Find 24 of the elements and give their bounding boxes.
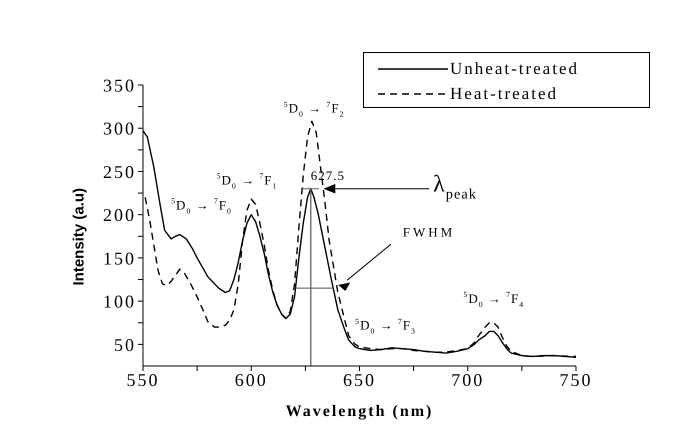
y-axis-title: Intensity (a.u) [70, 188, 88, 286]
y-tick-label: 50 [114, 334, 136, 355]
y-tick-label: 250 [103, 162, 136, 182]
annotation: $^{5}$D$_{0}$ → $^{7}$F$_{0}$ [171, 196, 232, 216]
y-tick-label: 100 [103, 292, 136, 312]
y-tick-label: 300 [103, 118, 136, 139]
annotation: λ$_{peak}$ [433, 171, 477, 203]
annotation: $^{5}$D$_{0}$ → $^{7}$F$_{2}$ [284, 100, 344, 119]
legend-label: Heat-treated [450, 84, 558, 104]
x-tick-label: 700 [451, 370, 484, 390]
x-tick-label: 650 [343, 370, 376, 390]
annotation: $^{5}$D$_{0}$ → $^{7}$F$_{1}$ [216, 172, 278, 190]
annotation: $^{5}$D$_{0}$ → $^{7}$F$_{4}$ [463, 290, 524, 309]
annotation: 627.5 [310, 168, 346, 184]
y-tick-label: 200 [103, 205, 136, 226]
x-tick-label: 600 [234, 370, 268, 390]
y-tick-label: 350 [103, 75, 136, 96]
x-tick-label: 550 [126, 370, 160, 390]
legend-label: Unheat-treated [450, 58, 579, 78]
x-tick-label: 750 [560, 370, 592, 390]
x-axis-title: Wavelength (nm) [286, 403, 434, 420]
annotation: FWHM [402, 224, 456, 240]
annotation: $^{5}$D$_{0}$ → $^{7}$F$_{3}$ [355, 316, 416, 336]
y-tick-label: 150 [103, 248, 136, 268]
